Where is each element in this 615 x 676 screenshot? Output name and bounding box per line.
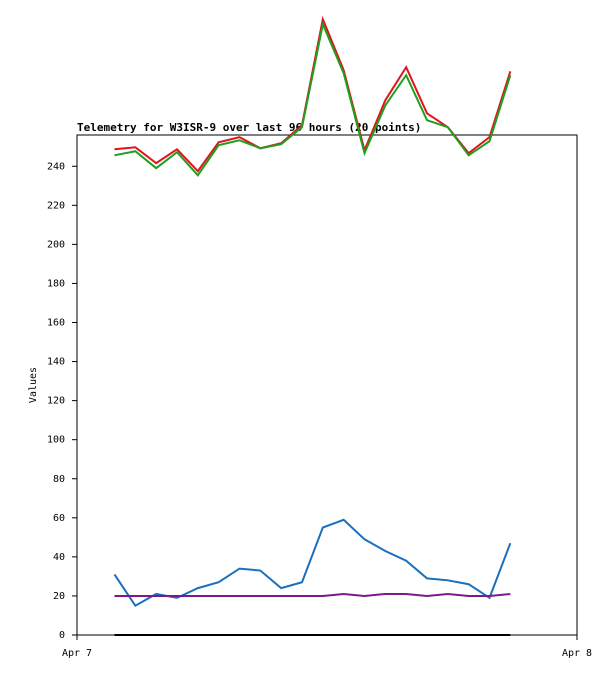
x-tick-label: Apr 8 [562, 648, 592, 659]
y-tick-label: 140 [47, 357, 65, 368]
y-tick-label: 100 [47, 435, 65, 446]
series-line [114, 20, 512, 177]
y-tick-label: 180 [47, 278, 65, 289]
y-tick-label: 200 [47, 239, 65, 250]
x-tick-label: Apr 7 [62, 648, 92, 659]
chart-title: Telemetry for W3ISR-9 over last 96 hours… [77, 121, 421, 134]
series-line [113, 518, 512, 608]
y-tick-label: 240 [47, 161, 65, 172]
y-tick-label: 160 [47, 318, 65, 329]
y-tick-label: 80 [53, 474, 65, 485]
plot-frame [76, 134, 578, 636]
y-tick-label: 0 [59, 630, 65, 641]
series-line [114, 15, 512, 173]
y-tick-label: 40 [53, 552, 65, 563]
series-line [114, 592, 511, 597]
y-tick-label: 60 [53, 513, 65, 524]
y-tick-label: 220 [47, 200, 65, 211]
y-tick-label: 120 [47, 396, 65, 407]
y-axis-label: Values [28, 367, 39, 403]
y-tick-label: 20 [53, 591, 65, 602]
